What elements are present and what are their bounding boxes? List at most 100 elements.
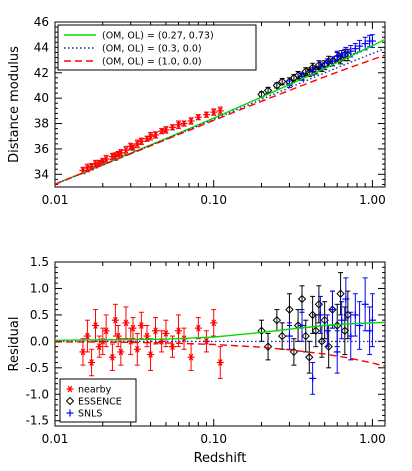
plot-frame [54,261,386,427]
data-point-nearby [92,309,100,342]
data-point-nearby [108,343,116,371]
data-point-nearby [133,139,141,149]
data-point-snls [351,43,359,55]
data-point-essence [272,309,282,332]
x-tick-label: 0.10 [200,193,227,207]
x-tick-label: 1.00 [359,193,386,207]
data-point-nearby [143,324,151,348]
data-point-snls [298,309,306,342]
plot-frame [54,21,386,188]
data-point-essence [263,332,273,361]
y-tick-label: 44 [34,40,49,54]
legend-label: ESSENCE [78,397,122,408]
data-point-snls [342,277,350,321]
y-tick-label: -1.5 [26,414,49,428]
data-point-snls [356,301,364,350]
plot-area [55,272,385,395]
data-point-snls [356,39,364,53]
data-point-nearby [202,111,210,118]
y-tick-label: 38 [34,117,49,131]
data-point-nearby [102,314,110,348]
bottom-panel-residual: 0.01 0.10 1.00 -1.5 -1.0 -0.5 0.0 0.5 1.0 1.5 Resi… [7,255,386,466]
y-tick-label: 42 [34,66,49,80]
data-point-nearby [162,126,170,134]
data-point-nearby [194,113,202,121]
x-tick-label: 0.01 [42,432,69,446]
data-point-nearby [129,144,137,151]
top-panel-distance-modulus: 0.01 0.10 1.00 34 36 38 40 42 44 46 Distance modul… [7,15,386,207]
y-tick-label: 40 [34,91,49,105]
data-point-nearby [83,319,91,353]
model-curve [55,341,385,367]
data-point-nearby [147,338,155,371]
model-curve [55,321,385,341]
legend-label: (OM, OL) = (0.3, 0.0) [102,44,202,55]
legend-label: (OM, OL) = (0.27, 0.73) [102,31,214,42]
y-axis-label: Distance modulus [7,46,22,163]
data-point-nearby [88,348,96,377]
x-tick-label: 0.01 [42,193,69,207]
data-point-snls [347,44,355,58]
data-point-nearby [111,303,119,337]
y-tick-label: 36 [34,142,49,156]
data-point-snls [351,293,359,337]
data-point-nearby [158,330,166,353]
data-point-essence [272,81,282,90]
data-point-nearby [122,306,130,340]
data-point-essence [257,319,266,342]
data-point-essence [277,322,287,350]
data-point-nearby [114,324,122,348]
data-point-nearby [133,332,141,366]
data-point-essence [301,319,310,353]
y-tick-label: 0.5 [30,308,49,322]
plot-area [55,34,385,185]
legend-label: nearby [78,385,112,396]
data-point-nearby [187,343,195,371]
data-point-nearby [147,131,155,141]
y-tick-label: 34 [34,167,49,181]
x-tick-label: 1.00 [359,432,386,446]
legend-marker-asterisk [66,385,74,393]
data-point-nearby [175,314,183,348]
y-axis-label: Residual [7,317,22,372]
data-point-essence [277,77,287,86]
data-point-snls [368,293,376,348]
data-point-nearby [102,154,110,164]
data-point-snls [328,290,336,329]
data-point-nearby [152,131,160,139]
data-point-nearby [180,120,188,127]
y-tick-label: 0.0 [30,334,49,348]
data-point-nearby [137,311,145,340]
x-tick-label: 0.10 [200,432,227,446]
data-point-nearby [117,338,125,366]
y-tick-label: -1.0 [26,387,49,401]
data-point-nearby [137,137,145,145]
data-point-nearby [152,317,160,345]
data-point-essence [301,67,310,76]
data-point-essence [305,340,314,374]
data-point-snls [316,295,324,334]
y-tick-label: 46 [34,15,49,29]
legend-marker-plus [66,409,74,417]
x-axis-label: Redshift [194,451,247,466]
legend-marker-diamond [65,396,75,406]
data-point-nearby [216,106,224,116]
y-tick-label: 1.0 [30,281,49,295]
data-point-essence [336,272,345,316]
data-point-nearby [216,346,224,379]
y-tick-label: -0.5 [26,361,49,375]
data-point-nearby [210,309,218,337]
data-point-nearby [79,338,87,366]
data-point-nearby [158,127,166,135]
data-point-snls [338,301,346,340]
data-point-essence [297,285,307,313]
legend-box [57,24,257,71]
data-point-nearby [95,335,103,358]
data-point-snls [323,58,331,67]
data-point-snls [342,46,350,59]
data-point-snls [333,330,341,374]
data-point-snls [361,36,369,51]
data-point-snls [285,322,293,350]
data-point-snls [347,311,355,361]
